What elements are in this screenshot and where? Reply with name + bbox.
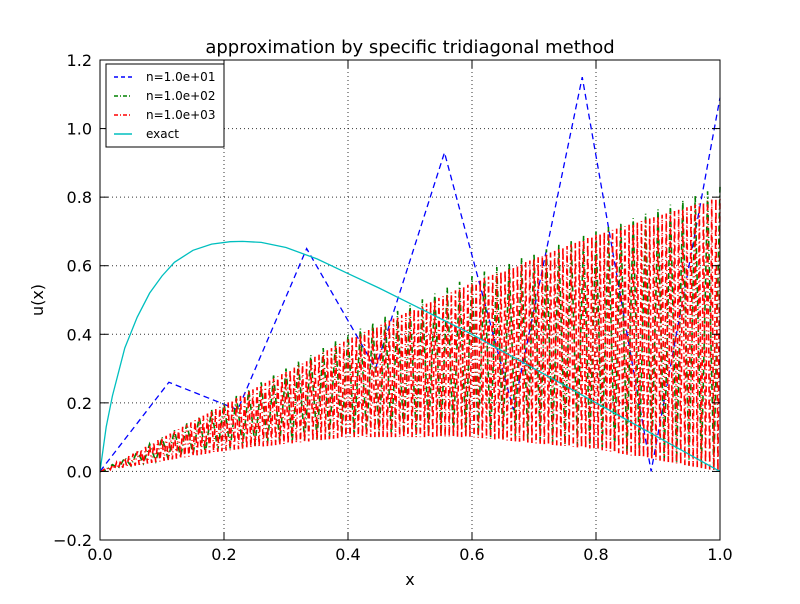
series-line-exact: [99, 240, 721, 472]
legend: n=1.0e+01 n=1.0e+02 n=1.0e+03 exact: [105, 63, 225, 148]
y-tick-label: 0.4: [67, 325, 92, 344]
y-tick-label: 1.0: [67, 120, 92, 139]
x-tick-label: 0.2: [211, 545, 236, 564]
tick-layer: 0.0 0.2 0.4 0.6 0.8 1.0−0.20.00.20.40.60.81.0…: [53, 51, 733, 564]
y-tick-label: 0.6: [67, 257, 92, 276]
legend-box: [105, 63, 225, 148]
chart-title: approximation by specific tridiagonal me…: [205, 37, 614, 58]
x-tick-label: 0.8: [583, 545, 608, 564]
y-tick-label: 0.2: [67, 394, 92, 413]
series-layer: [99, 77, 721, 473]
plot-frame: [99, 59, 721, 541]
y-tick-label: 1.2: [67, 51, 92, 70]
series-line-n1000: [99, 197, 721, 473]
x-tick-label: 1.0: [707, 545, 732, 564]
y-tick-label: 0.0: [67, 462, 92, 481]
y-tick-label: 0.8: [67, 188, 92, 207]
legend-label: n=1.0e+02: [146, 89, 215, 103]
x-tick-label: 0.0: [87, 545, 112, 564]
x-axis-label: x: [405, 570, 414, 589]
y-tick-label: −0.2: [53, 531, 92, 550]
legend-label: n=1.0e+01: [146, 70, 215, 84]
x-tick-label: 0.4: [335, 545, 360, 564]
legend-label: n=1.0e+03: [146, 108, 215, 122]
legend-label: exact: [146, 127, 179, 141]
x-tick-label: 0.6: [459, 545, 484, 564]
y-axis-label: u(x): [28, 284, 47, 316]
series-line-n10: [99, 77, 721, 472]
series-line-n100: [99, 186, 721, 473]
